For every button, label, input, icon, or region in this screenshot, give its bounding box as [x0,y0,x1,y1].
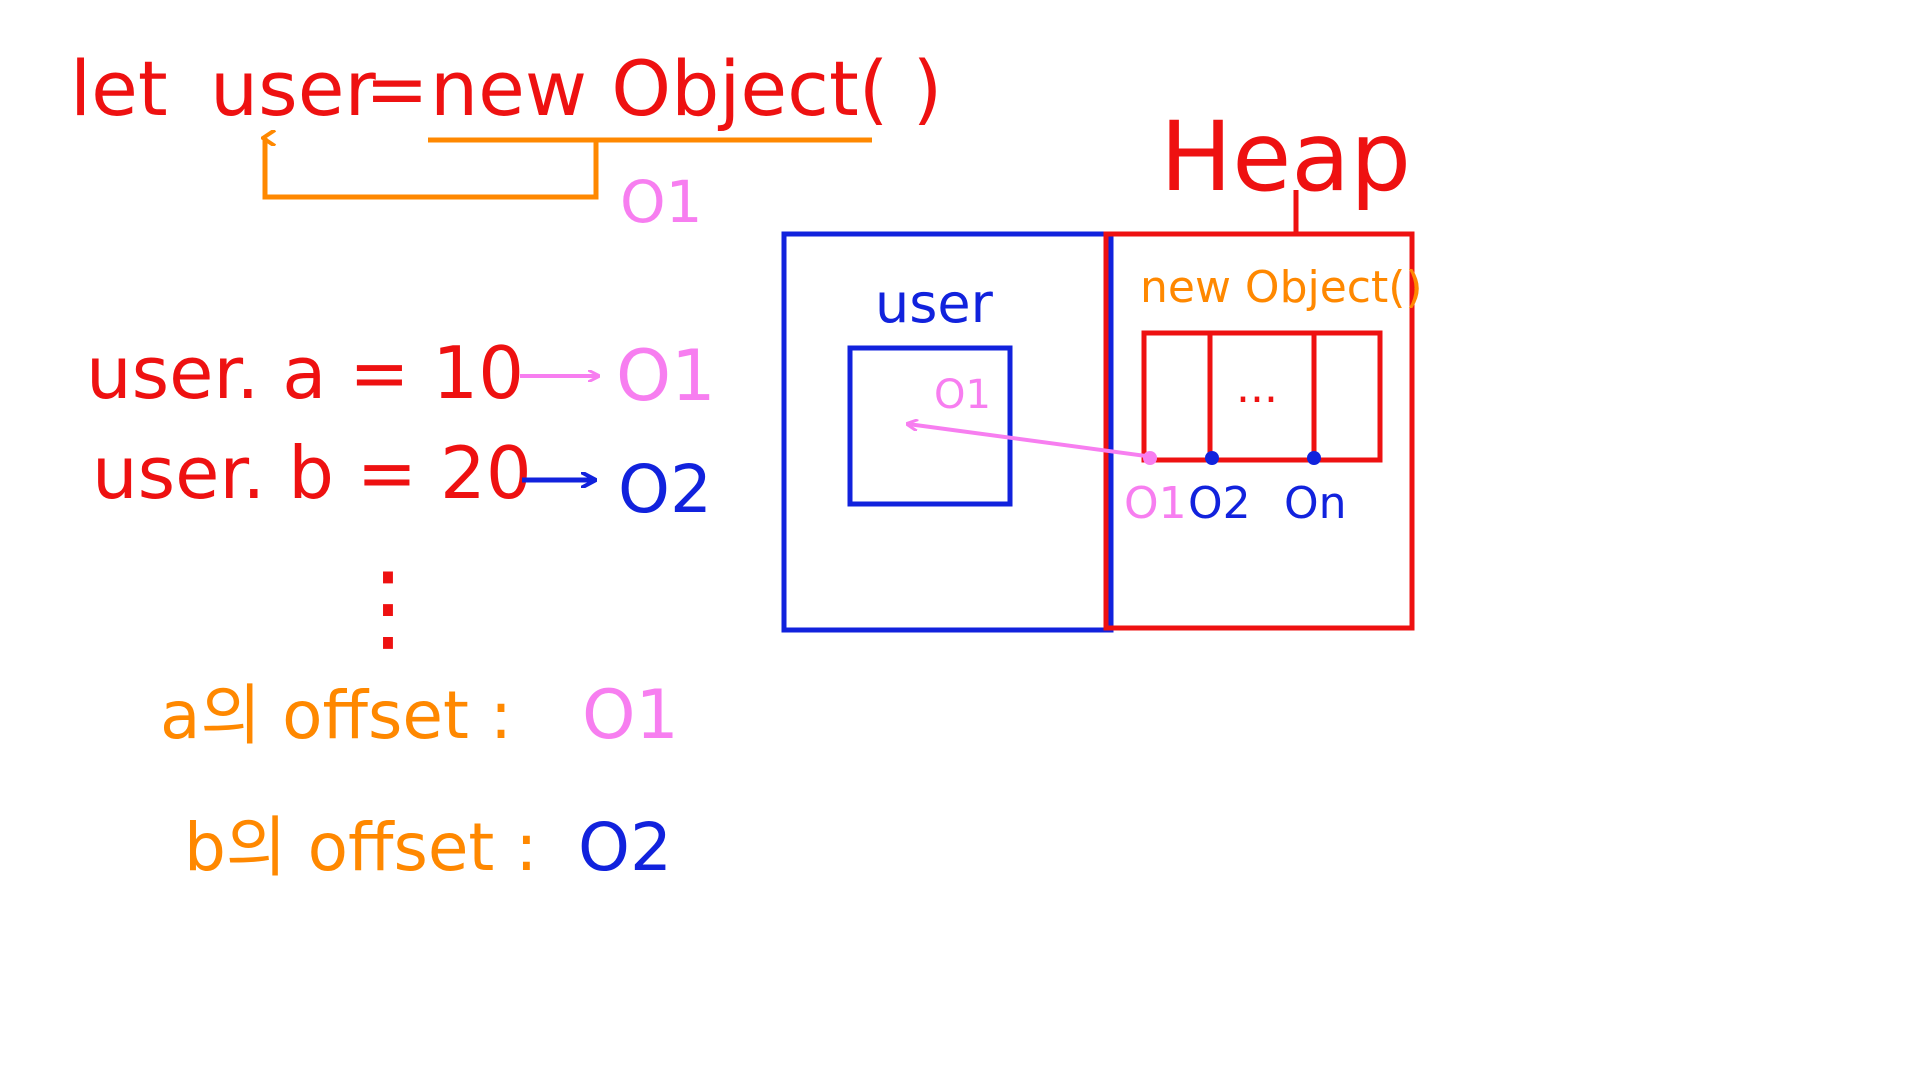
offset-label-o2: O2 [1188,478,1251,529]
stack-reference-value: O1 [934,372,991,418]
assignment-a: user. a = 10 O1 [86,331,716,417]
offset-a-line: a의 offset : O1 [160,676,679,755]
stack-variable-label: user [875,272,994,335]
offset-b-value: O2 [578,809,672,886]
heap-region [1103,231,1415,631]
declaration-line: let user = new Object( ) [70,44,942,133]
offset-label-on: On [1284,478,1347,529]
memory-diagram: Heap user O1 new Object() ... O1 O2 On [781,101,1423,633]
let-keyword: let [70,44,168,133]
offset-dot-on [1307,451,1321,465]
offset-dot-o1 [1143,451,1157,465]
offset-a-value: O1 [582,676,679,755]
reference-pointer-arrow [908,424,1147,458]
assign-b-target: O2 [618,451,712,528]
offset-label-o1: O1 [1124,478,1187,529]
offset-b-label: b의 offset : [184,809,538,886]
assign-a-target: O1 [616,335,716,417]
stack-region [781,231,1114,633]
object-slots [1141,330,1383,463]
user-variable-box [847,345,1013,507]
return-arrow-line [265,138,599,200]
reference-return-arrow [265,138,872,200]
heap-title: Heap [1160,101,1411,213]
offset-dot-o2 [1205,451,1219,465]
assignment-b: user. b = 20 O2 [92,431,712,528]
offset-a-label: a의 offset : [160,677,512,754]
heap-object-label: new Object() [1140,262,1423,313]
assign-a-text: user. a = 10 [86,331,524,415]
new-object-expression: new Object( ) [430,44,942,133]
assign-b-text: user. b = 20 [92,431,532,515]
slot-ellipsis: ... [1236,362,1278,413]
equals-sign: = [365,44,429,133]
object-reference-o1: O1 [620,168,703,236]
offset-b-line: b의 offset : O2 [184,809,672,886]
vertical-ellipsis: ⋮ [340,551,436,663]
user-variable-text: user [210,44,377,133]
